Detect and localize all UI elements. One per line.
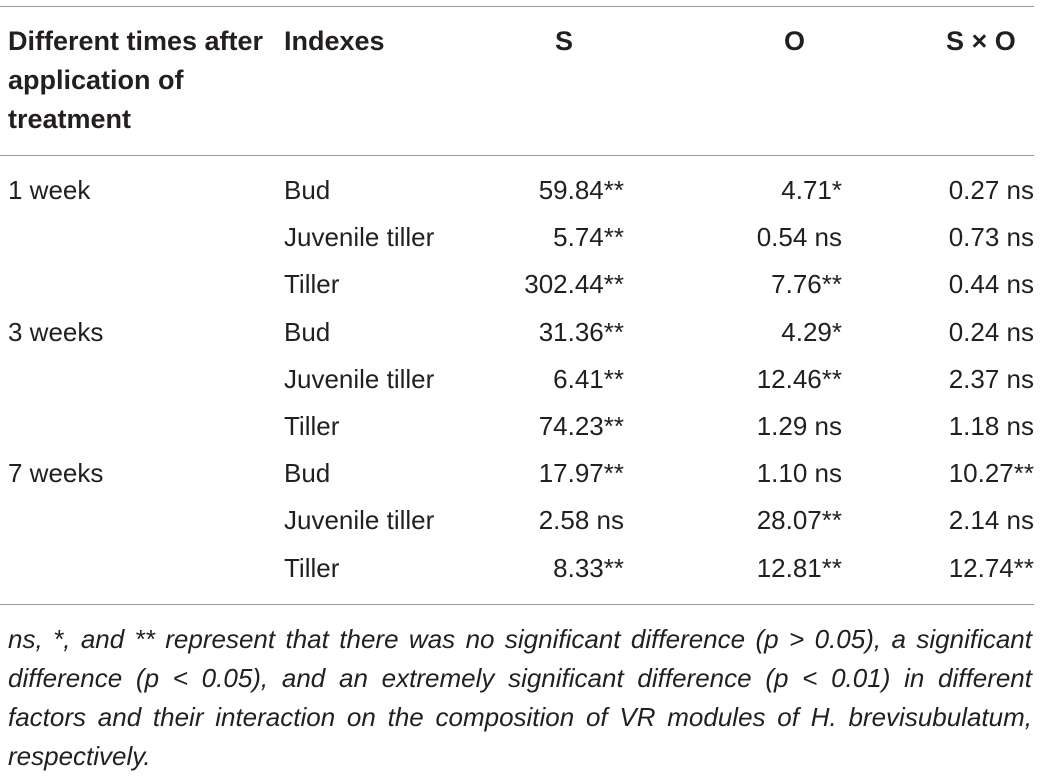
cell-s: 74.23** <box>538 411 624 441</box>
cell-s: 302.44** <box>524 269 624 300</box>
table-footnote: ns, *, and ** represent that there was n… <box>8 624 1032 771</box>
table-bottom-rule <box>0 604 1034 605</box>
cell-index: Tiller <box>284 411 340 441</box>
cell-s: 2.58 ns <box>538 505 624 536</box>
cell-index: Tiller <box>284 269 340 300</box>
cell-o: 7.76** <box>771 269 842 300</box>
cell-sxo: 1.18 ns <box>948 411 1034 441</box>
cell-s: 5.74** <box>553 222 624 253</box>
cell-s: 59.84** <box>538 175 624 205</box>
cell-index: Juvenile tiller <box>284 505 435 536</box>
cell-index: Bud <box>284 175 331 205</box>
cell-sxo: 0.44 ns <box>948 269 1034 300</box>
cell-o: 12.81** <box>756 552 842 583</box>
cell-o: 1.29 ns <box>756 411 842 441</box>
table-top-rule <box>0 6 1034 7</box>
cell-sxo: 12.74** <box>948 552 1034 583</box>
cell-time: 7 weeks <box>8 458 104 489</box>
cell-index: Bud <box>284 458 331 489</box>
cell-index: Juvenile tiller <box>284 222 435 253</box>
cell-sxo: 0.73 ns <box>948 222 1034 253</box>
cell-s: 8.33** <box>553 552 624 583</box>
cell-index: Juvenile tiller <box>284 363 435 394</box>
cell-index: Tiller <box>284 552 340 583</box>
header-indexes: Indexes <box>284 26 385 56</box>
cell-sxo: 2.14 ns <box>948 505 1034 536</box>
cell-index: Bud <box>284 316 331 347</box>
cell-sxo: 0.27 ns <box>948 175 1034 205</box>
header-times: Different times after application of tre… <box>8 26 264 134</box>
header-s-x-o: S × O <box>946 26 1016 56</box>
cell-time: 1 week <box>8 175 91 205</box>
header-s: S <box>555 26 574 56</box>
cell-s: 6.41** <box>553 363 624 394</box>
cell-o: 0.54 ns <box>756 222 842 253</box>
cell-o: 12.46** <box>756 363 842 394</box>
cell-s: 17.97** <box>538 458 624 489</box>
cell-sxo: 0.24 ns <box>948 316 1034 347</box>
header-o: O <box>784 26 806 56</box>
cell-sxo: 10.27** <box>948 458 1034 489</box>
cell-sxo: 2.37 ns <box>948 363 1034 394</box>
cell-o: 28.07** <box>756 505 842 536</box>
table-header-rule <box>0 155 1034 156</box>
cell-o: 4.29* <box>781 316 842 347</box>
cell-o: 4.71* <box>781 175 842 205</box>
cell-s: 31.36** <box>538 316 624 347</box>
cell-o: 1.10 ns <box>756 458 842 489</box>
cell-time: 3 weeks <box>8 316 104 347</box>
